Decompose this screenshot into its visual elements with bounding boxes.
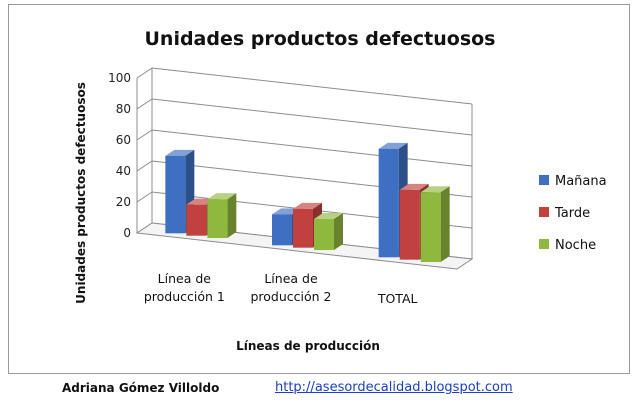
y-tick-label: 100 (108, 71, 131, 85)
bar-top (314, 213, 343, 220)
x-tick-label: Línea de producción 2 (250, 271, 331, 304)
gridline (151, 129, 473, 167)
bar-front (165, 155, 186, 234)
gridline (151, 98, 473, 136)
gridline-side (136, 98, 153, 110)
author-credit: Adriana Gómez Villoldo (62, 381, 220, 395)
bar-top (165, 149, 195, 156)
legend-label: Noche (555, 238, 596, 253)
y-tick-label: 0 (123, 226, 131, 240)
x-axis-title: Líneas de producción (236, 339, 380, 353)
bar-noche (420, 186, 450, 263)
y-tick-label: 80 (116, 102, 131, 116)
legend-label: Tarde (554, 206, 590, 221)
bars (165, 142, 450, 263)
gridline-side (136, 191, 153, 203)
bar-top (207, 193, 237, 200)
gridline (151, 67, 473, 105)
legend-swatch-mañana (539, 175, 549, 185)
x-tick-label: TOTAL (377, 291, 418, 306)
bar-top (420, 186, 450, 193)
gridline-side (136, 129, 153, 141)
bar-top (293, 202, 322, 209)
bar-side (227, 193, 237, 239)
bar-front (420, 192, 441, 263)
legend-label: Mañana (555, 174, 607, 189)
bar-top (378, 142, 408, 149)
bar-noche (314, 213, 343, 251)
x-tick-label: Línea de producción 1 (144, 271, 225, 304)
bar-noche (207, 193, 237, 239)
blog-link[interactable]: http://asesordecalidad.blogspot.com (275, 380, 513, 395)
legend-swatch-noche (539, 239, 549, 249)
bar-top (399, 183, 429, 190)
bar-front (399, 189, 420, 260)
y-axis-title: Unidades productos defectuosos (74, 82, 88, 304)
y-tick-label: 40 (116, 164, 131, 178)
bar-front (272, 214, 292, 246)
bar-front (186, 204, 207, 236)
legend-swatch-tarde (539, 207, 549, 217)
bar-front (378, 148, 399, 258)
y-tick-label: 60 (116, 133, 131, 147)
bar-front (293, 208, 313, 248)
bar-front (207, 199, 228, 239)
chart-area: Unidades productos defectuosos 0 20 40 60 80 1… (8, 4, 630, 374)
chart-svg: Unidades productos defectuosos 0 20 40 60 80 1… (74, 28, 607, 353)
bar-side (440, 186, 450, 263)
bar-front (314, 219, 334, 251)
bar-side (334, 213, 343, 251)
gridlines (136, 67, 473, 260)
chart-title: Unidades productos defectuosos (144, 28, 495, 50)
gridline-side (136, 160, 153, 172)
gridline-side (136, 67, 153, 79)
y-tick-label: 20 (116, 195, 131, 209)
legend: Mañana Tarde Noche (539, 174, 607, 253)
